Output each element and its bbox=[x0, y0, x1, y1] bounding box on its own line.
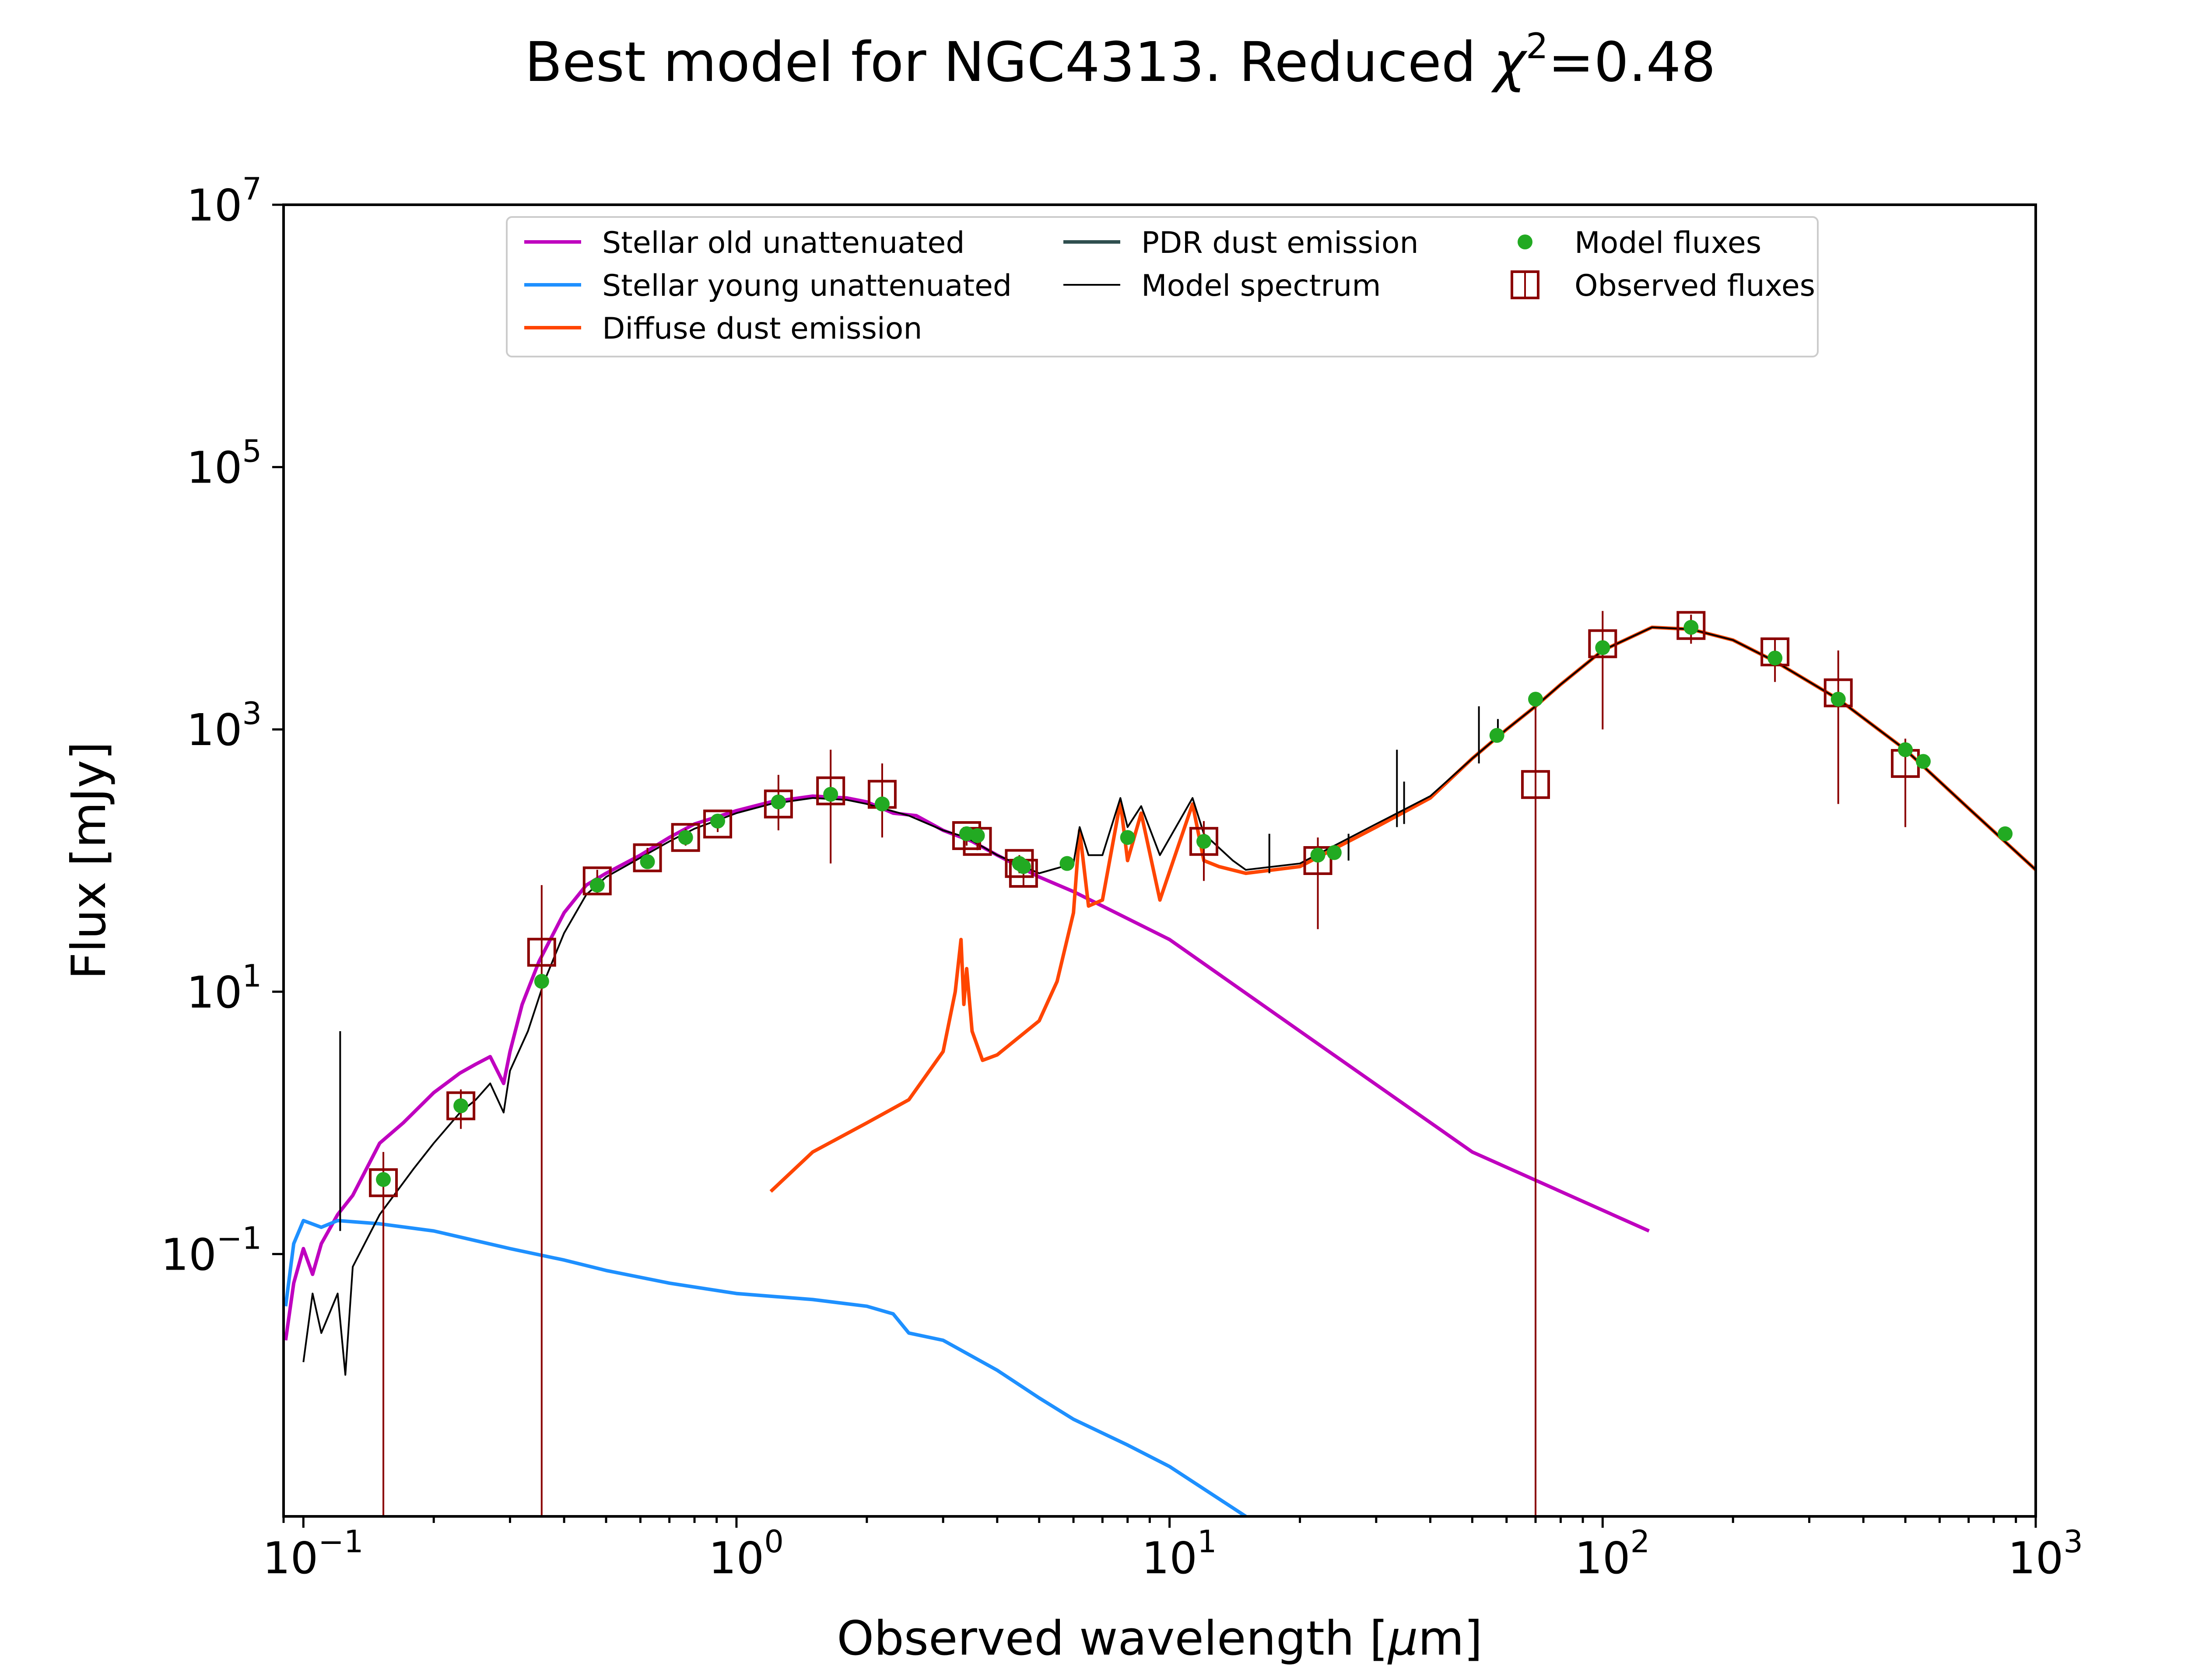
model-flux-marker bbox=[1326, 845, 1342, 860]
observed-flux-marker bbox=[1588, 629, 1617, 658]
model-flux-marker bbox=[678, 830, 693, 845]
chart-title: Best model for NGC4313. Reduced χ2=0.48 bbox=[525, 26, 1716, 94]
legend-model-spectrum-label: Model spectrum bbox=[1141, 269, 1381, 303]
y-tick-label: 10−1 bbox=[161, 1220, 262, 1280]
model-flux-marker bbox=[1595, 640, 1610, 655]
observed-flux-marker bbox=[703, 809, 733, 839]
observed-flux-marker bbox=[816, 776, 845, 805]
x-tick-label: 10−1 bbox=[263, 1524, 363, 1584]
observed-flux-marker bbox=[582, 866, 612, 896]
x-tick-label: 102 bbox=[1574, 1524, 1650, 1584]
y-tick-label: 107 bbox=[186, 171, 262, 231]
y-tick-label: 101 bbox=[186, 958, 262, 1018]
observed-flux-marker bbox=[1521, 770, 1550, 799]
observed-flux-marker bbox=[671, 823, 700, 852]
legend-diffuse-dust-emission-label: Diffuse dust emission bbox=[602, 312, 922, 346]
observed-flux-marker bbox=[369, 1168, 398, 1197]
observed-flux-marker bbox=[1005, 849, 1034, 878]
model-flux-marker bbox=[1830, 692, 1846, 707]
observed-flux-marker bbox=[633, 843, 662, 872]
legend-frame bbox=[506, 216, 1819, 357]
y-tick-label: 103 bbox=[186, 696, 262, 756]
observed-flux-marker bbox=[1676, 611, 1706, 640]
legend-stellar-young-unattenuated-label: Stellar young unattenuated bbox=[602, 269, 1012, 303]
series-line-stellar-young-unattenuated bbox=[284, 1218, 1247, 1516]
legend-model-fluxes-swatch bbox=[1518, 234, 1532, 249]
marker-layer bbox=[369, 611, 2013, 1197]
y-axis-label: Flux [mJy] bbox=[62, 742, 116, 980]
plot-area-frame bbox=[282, 203, 2037, 1518]
model-flux-marker bbox=[640, 854, 655, 869]
observed-flux-marker bbox=[1189, 827, 1219, 856]
observed-flux-marker bbox=[446, 1091, 476, 1120]
observed-flux-marker bbox=[1303, 846, 1332, 875]
legend-model-fluxes-label: Model fluxes bbox=[1574, 226, 1761, 260]
legend-observed-fluxes-label: Observed fluxes bbox=[1574, 269, 1815, 303]
model-flux-marker bbox=[1016, 859, 1031, 874]
model-flux-marker bbox=[823, 787, 838, 802]
x-tick-label: 101 bbox=[1142, 1524, 1217, 1584]
model-flux-marker bbox=[453, 1098, 469, 1113]
x-tick-label: 103 bbox=[2008, 1524, 2083, 1584]
model-flux-marker bbox=[589, 878, 605, 893]
legend-pdr-dust-emission-label: PDR dust emission bbox=[1141, 226, 1419, 260]
model-flux-marker bbox=[534, 974, 549, 989]
observed-flux-marker bbox=[764, 789, 793, 819]
observed-flux-marker bbox=[527, 938, 556, 967]
model-flux-marker bbox=[1683, 620, 1699, 635]
x-tick-label: 100 bbox=[708, 1524, 784, 1584]
y-tick-label: 105 bbox=[186, 434, 262, 494]
model-flux-marker bbox=[1120, 830, 1135, 845]
model-flux-marker bbox=[1916, 754, 1931, 769]
legend: Stellar old unattenuated Stellar young un… bbox=[506, 216, 1819, 357]
model-flux-marker bbox=[771, 794, 786, 809]
legend-stellar-old-unattenuated-label: Stellar old unattenuated bbox=[602, 226, 965, 260]
model-flux-marker bbox=[1489, 728, 1504, 743]
model-flux-marker bbox=[874, 796, 890, 812]
model-flux-marker bbox=[1998, 826, 2013, 841]
model-flux-marker bbox=[1767, 651, 1783, 666]
model-flux-marker bbox=[376, 1172, 391, 1187]
model-flux-marker bbox=[1196, 834, 1212, 849]
axis-layer: 10−1 100 101 102 103 10−1 101 103 105 107 bbox=[161, 171, 2083, 1584]
model-flux-marker bbox=[970, 828, 985, 843]
model-flux-marker bbox=[1310, 847, 1325, 863]
model-flux-marker bbox=[1059, 856, 1075, 871]
model-flux-marker bbox=[710, 813, 726, 829]
x-axis-label: Observed wavelength [μm] bbox=[837, 1611, 1483, 1666]
model-flux-marker bbox=[1528, 692, 1543, 707]
model-flux-marker bbox=[1898, 742, 1913, 757]
